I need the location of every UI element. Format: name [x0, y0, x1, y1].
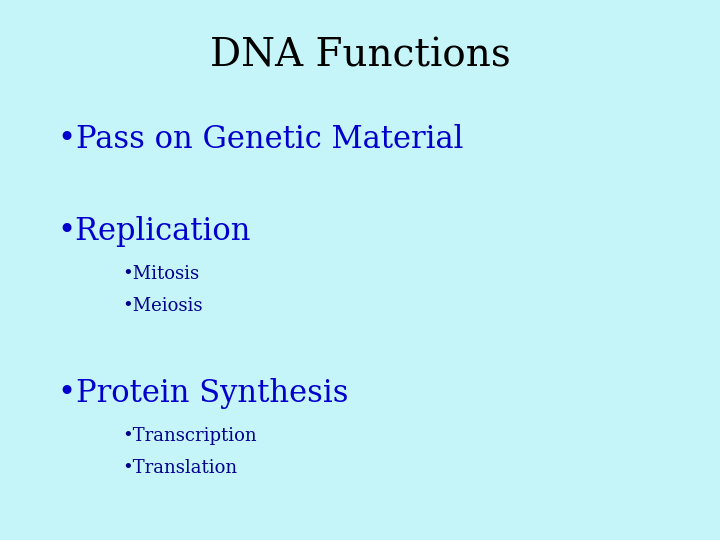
Text: •Protein Synthesis: •Protein Synthesis: [58, 378, 348, 409]
Text: •Translation: •Translation: [122, 459, 238, 477]
Text: •Mitosis: •Mitosis: [122, 265, 199, 282]
Text: •Pass on Genetic Material: •Pass on Genetic Material: [58, 124, 463, 155]
Text: DNA Functions: DNA Functions: [210, 38, 510, 75]
Text: •Meiosis: •Meiosis: [122, 297, 203, 315]
Text: •Transcription: •Transcription: [122, 427, 257, 444]
Text: •Replication: •Replication: [58, 216, 251, 247]
